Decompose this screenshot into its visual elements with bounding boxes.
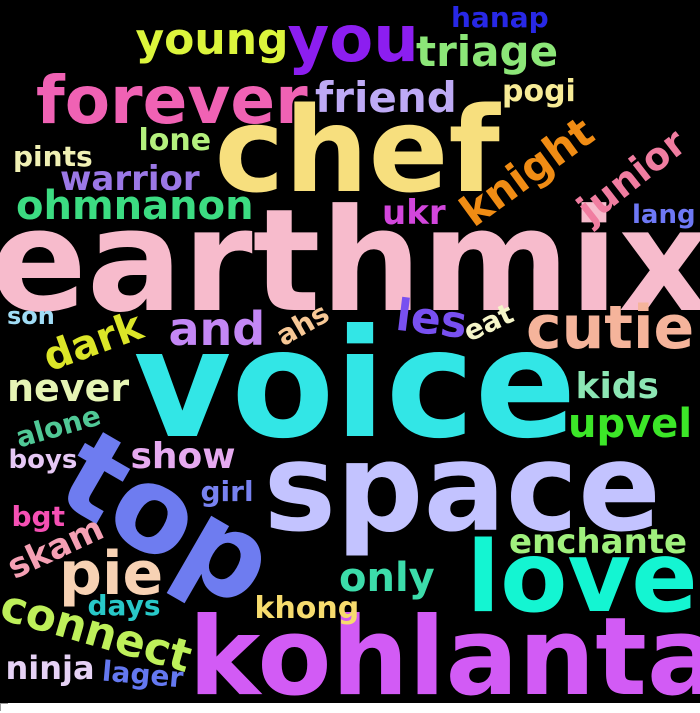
word-space: space (263, 417, 661, 559)
word-kohlanta: kohlanta (188, 595, 700, 704)
word-khong: khong (254, 591, 360, 626)
word-kids: kids (575, 366, 659, 407)
corner-mark (0, 703, 8, 711)
word-les: les (392, 289, 470, 350)
word-warrior: warrior (60, 159, 200, 199)
word-pogi: pogi (502, 74, 576, 109)
word-never: never (7, 366, 130, 410)
word-cutie: cutie (526, 293, 695, 363)
word-young: young (135, 14, 289, 65)
word-son: son (7, 302, 55, 330)
word-chef: chef (214, 81, 500, 219)
word-only: only (339, 555, 435, 601)
word-days: days (87, 589, 161, 622)
word-voice: voice (133, 298, 577, 472)
word-upvel: upvel (568, 401, 693, 447)
word-and: and (168, 302, 266, 356)
word-hanap: hanap (451, 1, 549, 34)
word-lone: lone (138, 123, 212, 158)
word-pie: pie (59, 539, 164, 609)
word-you: you (287, 3, 419, 77)
word-pints: pints (13, 140, 93, 173)
word-forever: forever (36, 62, 308, 139)
word-friend: friend (315, 73, 457, 122)
word-show: show (130, 436, 236, 477)
word-ninja: ninja (5, 649, 95, 687)
word-ohmnanon: ohmnanon (16, 183, 254, 229)
word-bgt: bgt (11, 500, 65, 533)
word-love: love (466, 521, 698, 635)
word-lang: lang (632, 200, 696, 230)
word-girl: girl (200, 475, 254, 508)
word-lager: lager (100, 654, 185, 695)
word-triage: triage (416, 27, 559, 76)
word-enchante: enchante (509, 522, 688, 562)
word-boys: boys (8, 445, 78, 475)
word-ukr: ukr (382, 193, 446, 233)
bottom-strip (0, 703, 700, 713)
word-earthmix: earthmix (0, 179, 700, 344)
